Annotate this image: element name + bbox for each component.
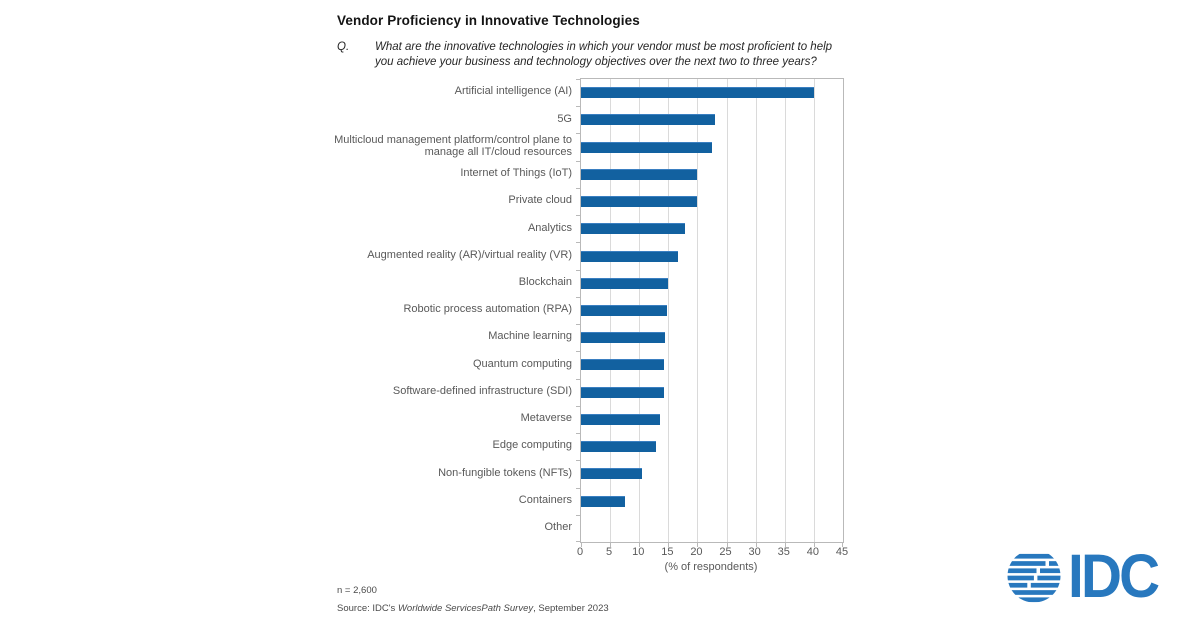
- source-suffix: , September 2023: [533, 603, 609, 614]
- bar: [581, 141, 712, 153]
- category-label: Multicloud management platform/control p…: [334, 133, 572, 159]
- x-tick-label: 45: [835, 546, 849, 558]
- y-axis-tick: [576, 269, 581, 271]
- x-tick-label: 10: [632, 546, 645, 558]
- gridline: [697, 79, 699, 542]
- x-tick-label: 0: [576, 546, 584, 558]
- x-axis-tick: [842, 542, 843, 547]
- idc-logo-text: IDC: [1068, 542, 1160, 610]
- category-label: Edge computing: [492, 439, 573, 452]
- y-axis-tick: [576, 487, 581, 489]
- source-note: Source: IDC's Worldwide ServicesPath Sur…: [337, 603, 609, 614]
- y-axis-tick: [576, 215, 581, 217]
- bar: [581, 359, 665, 371]
- category-label: Quantum computing: [472, 357, 572, 370]
- y-axis-tick: [576, 514, 581, 516]
- y-axis-tick: [576, 378, 581, 380]
- bar: [581, 495, 626, 507]
- gridline: [726, 79, 728, 542]
- y-axis-tick: [576, 242, 581, 244]
- x-axis-tick: [697, 542, 699, 547]
- y-axis-tick: [576, 433, 581, 435]
- plot-area: [576, 78, 844, 547]
- y-axis-tick: [576, 106, 581, 108]
- sample-size-note: n = 2,600: [337, 585, 377, 596]
- question-line2: you achieve your business and technology…: [375, 56, 817, 68]
- category-label: Private cloud: [508, 194, 572, 207]
- category-label: Metaverse: [520, 412, 572, 425]
- category-label: 5G: [557, 112, 572, 125]
- x-axis-tick: [813, 542, 815, 547]
- y-axis-tick: [576, 541, 581, 542]
- x-axis-tick: [610, 542, 612, 547]
- bar: [581, 250, 678, 262]
- bar: [581, 223, 685, 235]
- gridline: [813, 79, 815, 542]
- x-axis-tick: [639, 542, 641, 547]
- category-label: Augmented reality (AR)/virtual reality (…: [367, 248, 572, 261]
- bar: [581, 441, 657, 453]
- category-label: Containers: [518, 493, 572, 506]
- y-axis-tick: [576, 324, 581, 326]
- question-text: What are the innovative technologies in …: [375, 40, 855, 70]
- category-labels: Artificial intelligence (AI) 5G Multicloud…: [330, 78, 572, 541]
- x-axis-tick: [784, 542, 786, 547]
- bar: [581, 468, 642, 480]
- bar: [581, 277, 669, 289]
- x-axis-label: (% of respondents): [664, 561, 758, 573]
- gridline: [668, 79, 670, 542]
- bar: [581, 386, 665, 398]
- x-tick-label: 35: [777, 546, 790, 558]
- globe-stripes-icon: [1007, 553, 1061, 603]
- y-axis-tick: [576, 133, 581, 135]
- category-label: Artificial intelligence (AI): [454, 85, 572, 98]
- category-label: Blockchain: [518, 276, 572, 288]
- y-axis-tick: [576, 351, 581, 353]
- x-tick-label: 20: [690, 546, 703, 558]
- source-survey-name: Worldwide ServicesPath Survey: [397, 603, 534, 614]
- idc-logo: IDC: [1007, 542, 1164, 610]
- category-label: Machine learning: [488, 330, 572, 343]
- x-axis-tick: [581, 542, 582, 547]
- x-axis-tick-labels: 0 5 10 15 20 25 30 35 40 45: [576, 546, 848, 558]
- bar: [581, 332, 666, 344]
- bar: [581, 87, 814, 99]
- question-prefix: Q.: [337, 41, 350, 53]
- x-axis-tick: [755, 542, 757, 547]
- bar: [581, 168, 698, 180]
- y-axis-tick: [576, 296, 581, 298]
- x-tick-label: 15: [661, 546, 674, 558]
- category-label: Other: [544, 521, 572, 534]
- chart-title: Vendor Proficiency in Innovative Technol…: [337, 13, 640, 28]
- question-line1: What are the innovative technologies in …: [375, 41, 833, 53]
- bar: [581, 413, 661, 425]
- bar: [581, 114, 715, 126]
- category-label: Software-defined infrastructure (SDI): [392, 384, 572, 397]
- x-tick-label: 40: [806, 546, 819, 558]
- x-tick-label: 5: [606, 546, 613, 558]
- x-tick-label: 30: [748, 546, 761, 558]
- y-axis-tick: [576, 460, 581, 462]
- x-tick-label: 25: [719, 546, 732, 558]
- y-axis-tick: [576, 187, 581, 189]
- category-label: Non-fungible tokens (NFTs): [438, 466, 572, 479]
- y-axis-tick: [576, 79, 581, 80]
- category-label: Analytics: [527, 221, 572, 234]
- x-axis-tick: [726, 542, 728, 547]
- category-label: Robotic process automation (RPA): [403, 303, 572, 316]
- source-prefix: Source: IDC's: [337, 603, 398, 614]
- y-axis-tick: [576, 160, 581, 162]
- gridline: [784, 79, 786, 542]
- gridline: [755, 79, 757, 542]
- bar: [581, 196, 698, 208]
- category-label: Internet of Things (IoT): [460, 167, 572, 180]
- y-axis-tick: [576, 405, 581, 407]
- x-axis-tick: [668, 542, 670, 547]
- bar: [581, 305, 667, 316]
- survey-question: Q. What are the innovative technologies …: [337, 40, 855, 70]
